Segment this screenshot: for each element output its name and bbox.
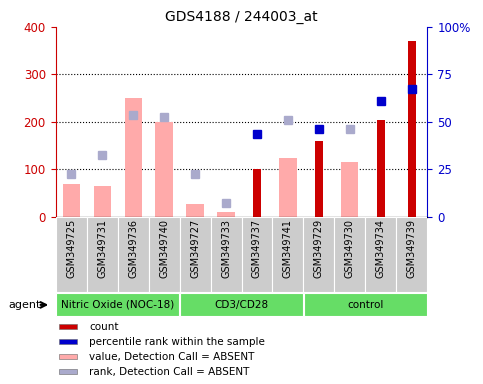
Text: GSM349737: GSM349737 — [252, 219, 262, 278]
Bar — [86, 217, 117, 292]
Bar — [117, 217, 149, 292]
Text: GSM349729: GSM349729 — [314, 219, 324, 278]
Bar — [341, 162, 358, 217]
Text: CD3/CD28: CD3/CD28 — [214, 300, 269, 310]
Bar — [59, 339, 77, 344]
Text: GSM349740: GSM349740 — [159, 219, 169, 278]
Bar — [303, 217, 334, 292]
Text: GSM349741: GSM349741 — [283, 219, 293, 278]
Bar — [408, 41, 416, 217]
Bar — [59, 369, 77, 374]
Bar — [56, 217, 86, 292]
Bar — [253, 169, 261, 217]
Text: GSM349736: GSM349736 — [128, 219, 138, 278]
Text: GSM349731: GSM349731 — [97, 219, 107, 278]
Bar — [334, 217, 366, 292]
Bar — [125, 98, 142, 217]
Bar — [94, 186, 111, 217]
Bar — [186, 204, 203, 217]
Bar — [180, 293, 303, 316]
Text: GSM349733: GSM349733 — [221, 219, 231, 278]
Text: count: count — [89, 321, 119, 331]
Text: GSM349727: GSM349727 — [190, 219, 200, 278]
Bar — [397, 217, 427, 292]
Bar — [377, 119, 385, 217]
Text: GSM349739: GSM349739 — [407, 219, 417, 278]
Text: agent: agent — [8, 300, 41, 310]
Text: GSM349734: GSM349734 — [376, 219, 386, 278]
Text: GSM349730: GSM349730 — [345, 219, 355, 278]
Text: value, Detection Call = ABSENT: value, Detection Call = ABSENT — [89, 352, 255, 362]
Bar — [59, 324, 77, 329]
Bar — [59, 354, 77, 359]
Bar — [280, 157, 297, 217]
Bar — [62, 184, 80, 217]
Text: rank, Detection Call = ABSENT: rank, Detection Call = ABSENT — [89, 367, 250, 377]
Bar — [304, 293, 427, 316]
Bar — [242, 217, 272, 292]
Bar — [217, 212, 235, 217]
Text: GDS4188 / 244003_at: GDS4188 / 244003_at — [165, 10, 318, 23]
Bar — [366, 217, 397, 292]
Bar — [180, 217, 211, 292]
Bar — [149, 217, 180, 292]
Text: Nitric Oxide (NOC-18): Nitric Oxide (NOC-18) — [61, 300, 174, 310]
Bar — [211, 217, 242, 292]
Bar — [56, 293, 179, 316]
Text: GSM349725: GSM349725 — [66, 219, 76, 278]
Text: control: control — [347, 300, 384, 310]
Bar — [272, 217, 303, 292]
Text: percentile rank within the sample: percentile rank within the sample — [89, 336, 265, 347]
Bar — [156, 122, 172, 217]
Bar — [315, 141, 323, 217]
